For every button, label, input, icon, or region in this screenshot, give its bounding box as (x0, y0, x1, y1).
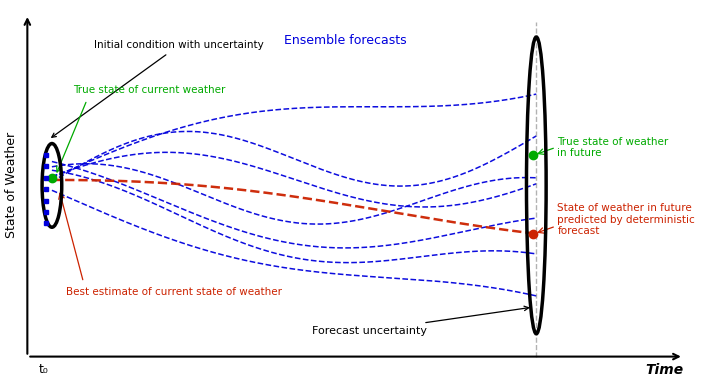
Text: True state of weather
in future: True state of weather in future (558, 137, 669, 158)
Text: Ensemble forecasts: Ensemble forecasts (284, 34, 406, 47)
Text: Best estimate of current state of weather: Best estimate of current state of weathe… (66, 287, 282, 297)
Text: State of Weather: State of Weather (4, 132, 17, 239)
Text: State of weather in future
predicted by deterministic
forecast: State of weather in future predicted by … (558, 203, 695, 236)
Text: t₀: t₀ (39, 363, 49, 376)
Text: Initial condition with uncertainty: Initial condition with uncertainty (52, 41, 264, 137)
Text: Time: Time (645, 363, 683, 377)
Text: Forecast uncertainty: Forecast uncertainty (312, 306, 529, 336)
Text: True state of current weather: True state of current weather (73, 85, 225, 95)
